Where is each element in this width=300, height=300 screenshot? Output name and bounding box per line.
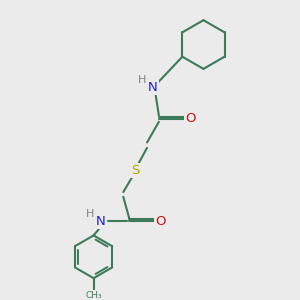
Text: O: O bbox=[185, 112, 195, 125]
Text: CH₃: CH₃ bbox=[85, 291, 102, 300]
Text: H: H bbox=[85, 209, 94, 219]
Text: O: O bbox=[155, 215, 166, 228]
Text: N: N bbox=[148, 81, 158, 94]
Text: H: H bbox=[137, 75, 146, 85]
Text: S: S bbox=[131, 164, 139, 177]
Text: N: N bbox=[96, 215, 106, 228]
